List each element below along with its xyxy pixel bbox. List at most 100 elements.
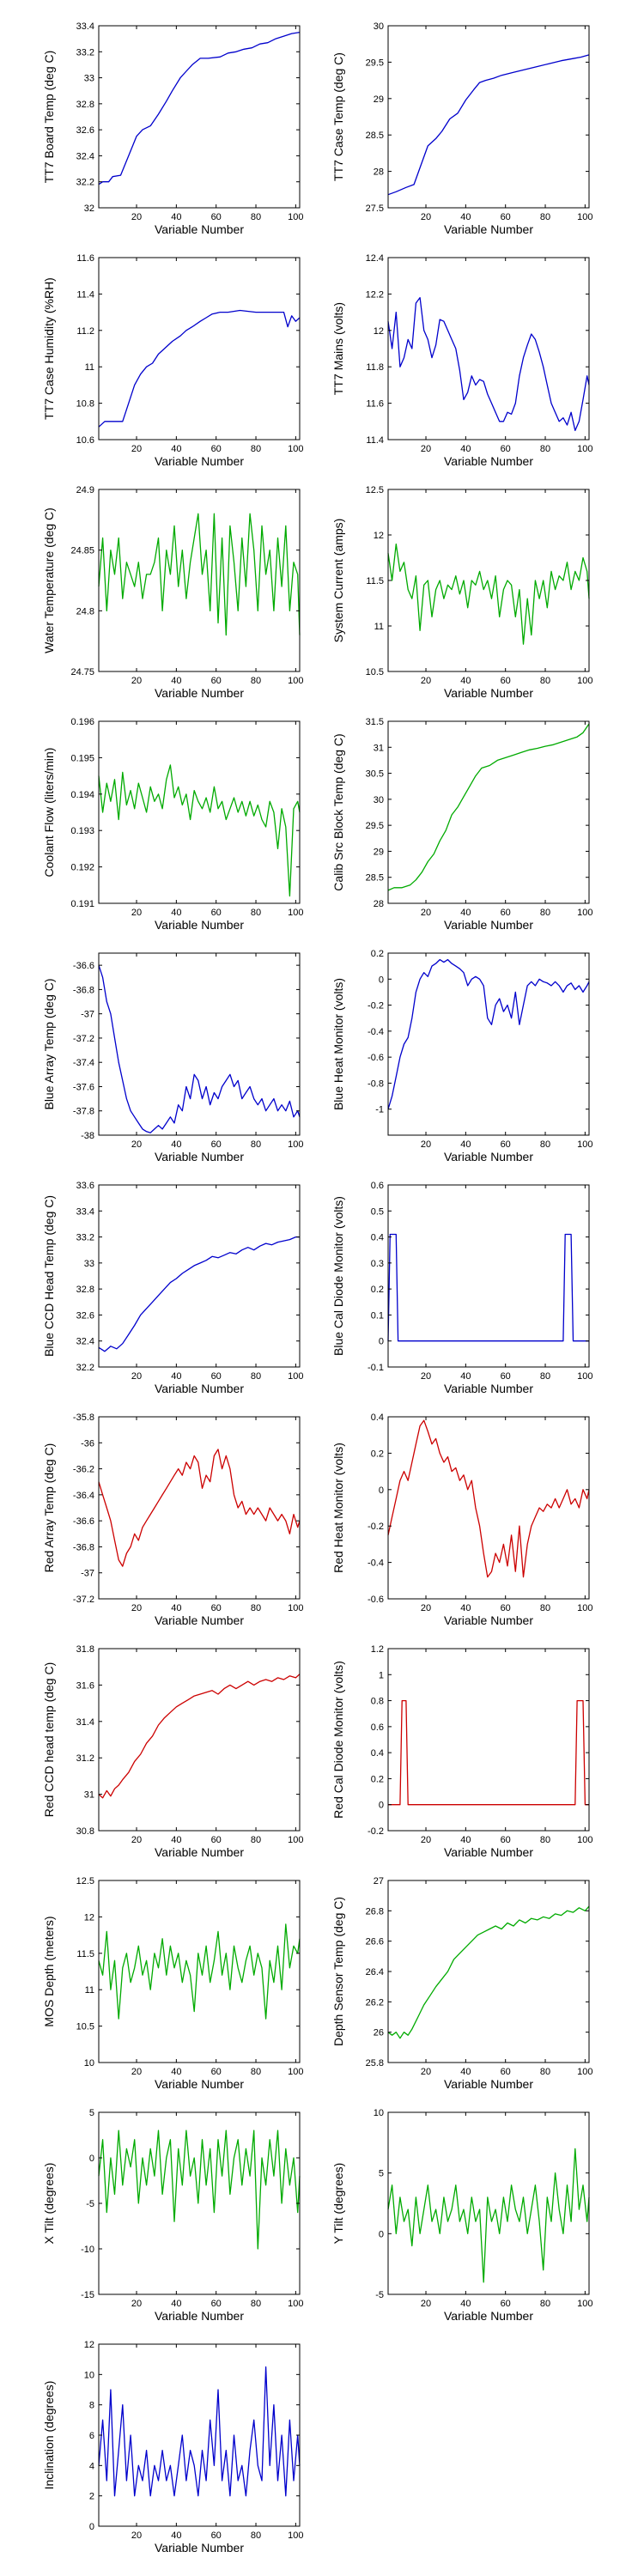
y-axis-label: TT7 Board Temp (deg C) — [42, 51, 56, 184]
x-tick-label: 100 — [288, 212, 303, 222]
plot-frame — [98, 489, 301, 672]
x-tick-label: 40 — [460, 1603, 471, 1613]
plot-frame — [387, 2111, 590, 2295]
x-tick-label: 40 — [460, 2299, 471, 2309]
x-tick-label: 20 — [131, 2530, 142, 2541]
x-tick-label: 40 — [171, 1139, 181, 1150]
y-tick-label: 0.6 — [371, 1722, 384, 1733]
chart-panel-4: 20 40 60 80 100 11.4 11.6 11.8 12 12.2 12.4 Variabl… — [331, 253, 593, 468]
y-tick-label: 11.6 — [76, 253, 94, 264]
x-tick-label: 100 — [577, 2067, 592, 2077]
y-axis-label: Blue Heat Monitor (volts) — [331, 978, 345, 1110]
y-tick-label: 1.2 — [371, 1644, 384, 1655]
x-tick-label: 100 — [288, 908, 303, 918]
plot-frame — [98, 720, 301, 904]
x-tick-label: 60 — [211, 908, 222, 918]
x-tick-label: 80 — [251, 2067, 261, 2077]
x-tick-label: 20 — [421, 2067, 431, 2077]
y-tick-label: 0.195 — [70, 753, 94, 763]
y-tick-label: 26.4 — [366, 1967, 384, 1978]
y-tick-label: 32.8 — [76, 1285, 94, 1295]
series-line — [98, 764, 301, 897]
series-line — [387, 723, 590, 891]
x-tick-label: 60 — [211, 2299, 222, 2309]
y-tick-label: -36.8 — [73, 1542, 94, 1552]
x-tick-label: 80 — [540, 444, 550, 454]
series-line — [98, 964, 301, 1133]
y-axis-label: System Current (amps) — [331, 519, 345, 643]
y-tick-label: -37.2 — [73, 1034, 94, 1044]
y-tick-label: 33.4 — [76, 21, 94, 32]
plot-frame — [387, 1648, 590, 1832]
x-axis-label: Variable Number — [155, 454, 244, 468]
y-tick-label: -0.4 — [368, 1558, 384, 1569]
y-tick-label: 0.4 — [371, 1233, 384, 1243]
x-tick-label: 100 — [288, 1603, 303, 1613]
y-tick-label: -37 — [81, 1569, 94, 1579]
y-tick-label: -5 — [375, 2290, 384, 2300]
y-tick-label: 0.2 — [371, 1285, 384, 1295]
chart-panel-5: 20 40 60 80 100 24.75 24.8 24.85 24.9 Variable Nu… — [42, 485, 304, 700]
y-tick-label: 33.4 — [76, 1206, 94, 1217]
x-tick-label: 20 — [131, 2299, 142, 2309]
y-tick-label: 32 — [84, 204, 94, 214]
y-tick-label: 0.193 — [70, 826, 94, 836]
series-line — [98, 2366, 301, 2497]
series-line — [387, 1905, 590, 2039]
plot-frame — [98, 257, 301, 440]
x-tick-label: 80 — [540, 1139, 550, 1150]
x-axis-label: Variable Number — [155, 2541, 244, 2555]
y-tick-label: 12 — [374, 326, 384, 337]
y-tick-label: 31.5 — [366, 717, 384, 727]
x-tick-label: 100 — [288, 1835, 303, 1845]
y-tick-label: 0.5 — [371, 1206, 384, 1217]
y-tick-label: 0.4 — [371, 1413, 384, 1423]
y-axis-label: Red Cal Diode Monitor (volts) — [331, 1661, 345, 1819]
x-tick-label: 80 — [251, 2299, 261, 2309]
y-tick-label: -36.6 — [73, 1516, 94, 1527]
x-tick-label: 20 — [421, 1603, 431, 1613]
y-tick-label: -10 — [81, 2245, 94, 2255]
y-tick-label: 11.5 — [366, 576, 384, 586]
y-tick-label: 0.4 — [371, 1748, 384, 1759]
y-tick-label: 11.4 — [366, 435, 384, 446]
chart-panel-17: 20 40 60 80 100 10 10.5 11 11.5 12 12.5 Variable Nu… — [42, 1876, 304, 2091]
x-tick-label: 80 — [540, 908, 550, 918]
y-tick-label: -0.6 — [368, 1595, 384, 1605]
y-tick-label: 0.2 — [371, 1774, 384, 1784]
x-tick-label: 80 — [540, 2067, 550, 2077]
x-tick-label: 40 — [171, 1603, 181, 1613]
y-tick-label: 0.192 — [70, 863, 94, 873]
x-axis-label: Variable Number — [155, 686, 244, 700]
y-axis-label: Blue Array Temp (deg C) — [42, 978, 56, 1109]
x-tick-label: 40 — [460, 1835, 471, 1845]
x-axis-label: Variable Number — [444, 454, 533, 468]
plot-frame — [387, 25, 590, 209]
chart-panel-7: 20 40 60 80 100 0.191 0.192 0.193 0.194 0.195 0.19… — [42, 717, 304, 932]
series-line — [98, 1674, 301, 1799]
y-axis-label: X Tilt (degrees) — [42, 2163, 56, 2245]
x-tick-label: 60 — [211, 1371, 222, 1382]
y-tick-label: 24.9 — [76, 485, 94, 495]
y-tick-label: 10 — [84, 2370, 94, 2380]
x-tick-label: 60 — [501, 1139, 511, 1150]
chart-panel-13: 20 40 60 80 100 -37.2 -37 -36.8 -36.6 -36.4 -36.2 -… — [42, 1413, 304, 1627]
y-axis-label: Red Array Temp (deg C) — [42, 1443, 56, 1573]
y-tick-label: -0.6 — [368, 1053, 384, 1063]
y-tick-label: 33.6 — [76, 1181, 94, 1191]
y-axis-label: Y Tilt (degrees) — [331, 2163, 345, 2245]
y-tick-label: 11 — [85, 1985, 94, 1996]
y-tick-label: 30 — [374, 795, 384, 805]
series-line — [98, 1449, 301, 1567]
x-axis-label: Variable Number — [155, 1845, 244, 1859]
chart-panel-19: 20 40 60 80 100 -15 -10 -5 0 5 Variable Number X Ti… — [42, 2108, 304, 2323]
x-tick-label: 80 — [540, 1835, 550, 1845]
x-tick-label: 100 — [577, 2299, 592, 2309]
y-tick-label: 29.5 — [366, 821, 384, 831]
x-tick-label: 20 — [131, 2067, 142, 2077]
plot-frame — [98, 2343, 301, 2527]
x-tick-label: 20 — [421, 1835, 431, 1845]
x-axis-label: Variable Number — [444, 222, 533, 236]
y-tick-label: 10 — [84, 2058, 94, 2069]
series-line — [98, 309, 301, 428]
